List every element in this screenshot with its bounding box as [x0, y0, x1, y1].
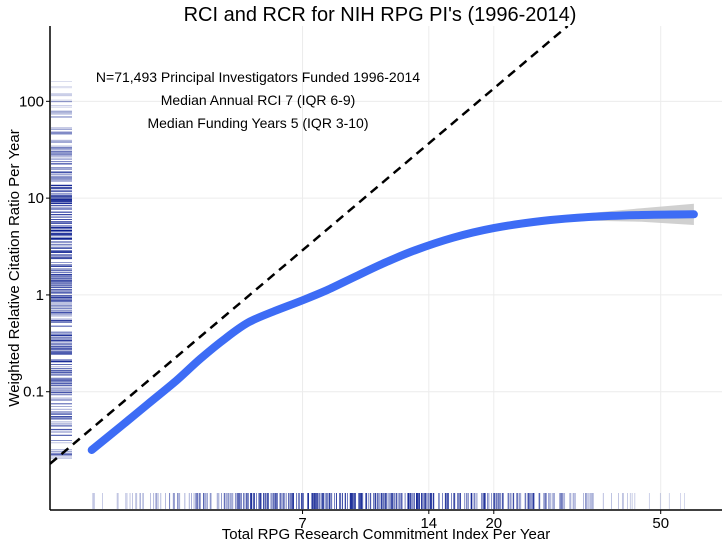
annotation-count: N=71,493 Principal Investigators Funded …: [96, 69, 420, 85]
annotation-median-years: Median Funding Years 5 (IQR 3-10): [147, 115, 368, 131]
x-tick-label: 7: [298, 515, 306, 532]
y-axis-label: Weighted Relative Citation Ratio Per Yea…: [6, 129, 23, 406]
fit-line: [87, 210, 698, 454]
fit-confidence-band: [91, 203, 694, 452]
x-rug: [92, 493, 685, 509]
y-tick-label: 10: [27, 190, 44, 207]
y-tick-label: 1: [36, 287, 44, 304]
series-layer: [50, 26, 698, 465]
x-tick-labels: 7 14 20 50: [298, 510, 669, 532]
x-tick-label: 20: [485, 515, 502, 532]
axes: [49, 26, 722, 511]
annotations: N=71,493 Principal Investigators Funded …: [96, 69, 420, 131]
x-axis-label: Total RPG Research Commitment Index Per …: [222, 526, 550, 543]
y-tick-label: 0.1: [23, 384, 44, 401]
y-rug: [51, 81, 72, 459]
chart-title: RCI and RCR for NIH RPG PI's (1996-2014): [184, 4, 577, 26]
reference-dashed-line: [50, 26, 569, 465]
grid-lines: [50, 26, 722, 510]
x-tick-label: 50: [652, 515, 669, 532]
y-tick-label: 100: [19, 93, 44, 110]
annotation-median-rci: Median Annual RCI 7 (IQR 6-9): [161, 92, 356, 108]
x-tick-label: 14: [420, 515, 437, 532]
y-tick-labels: 0.1 1 10 100: [19, 93, 50, 401]
